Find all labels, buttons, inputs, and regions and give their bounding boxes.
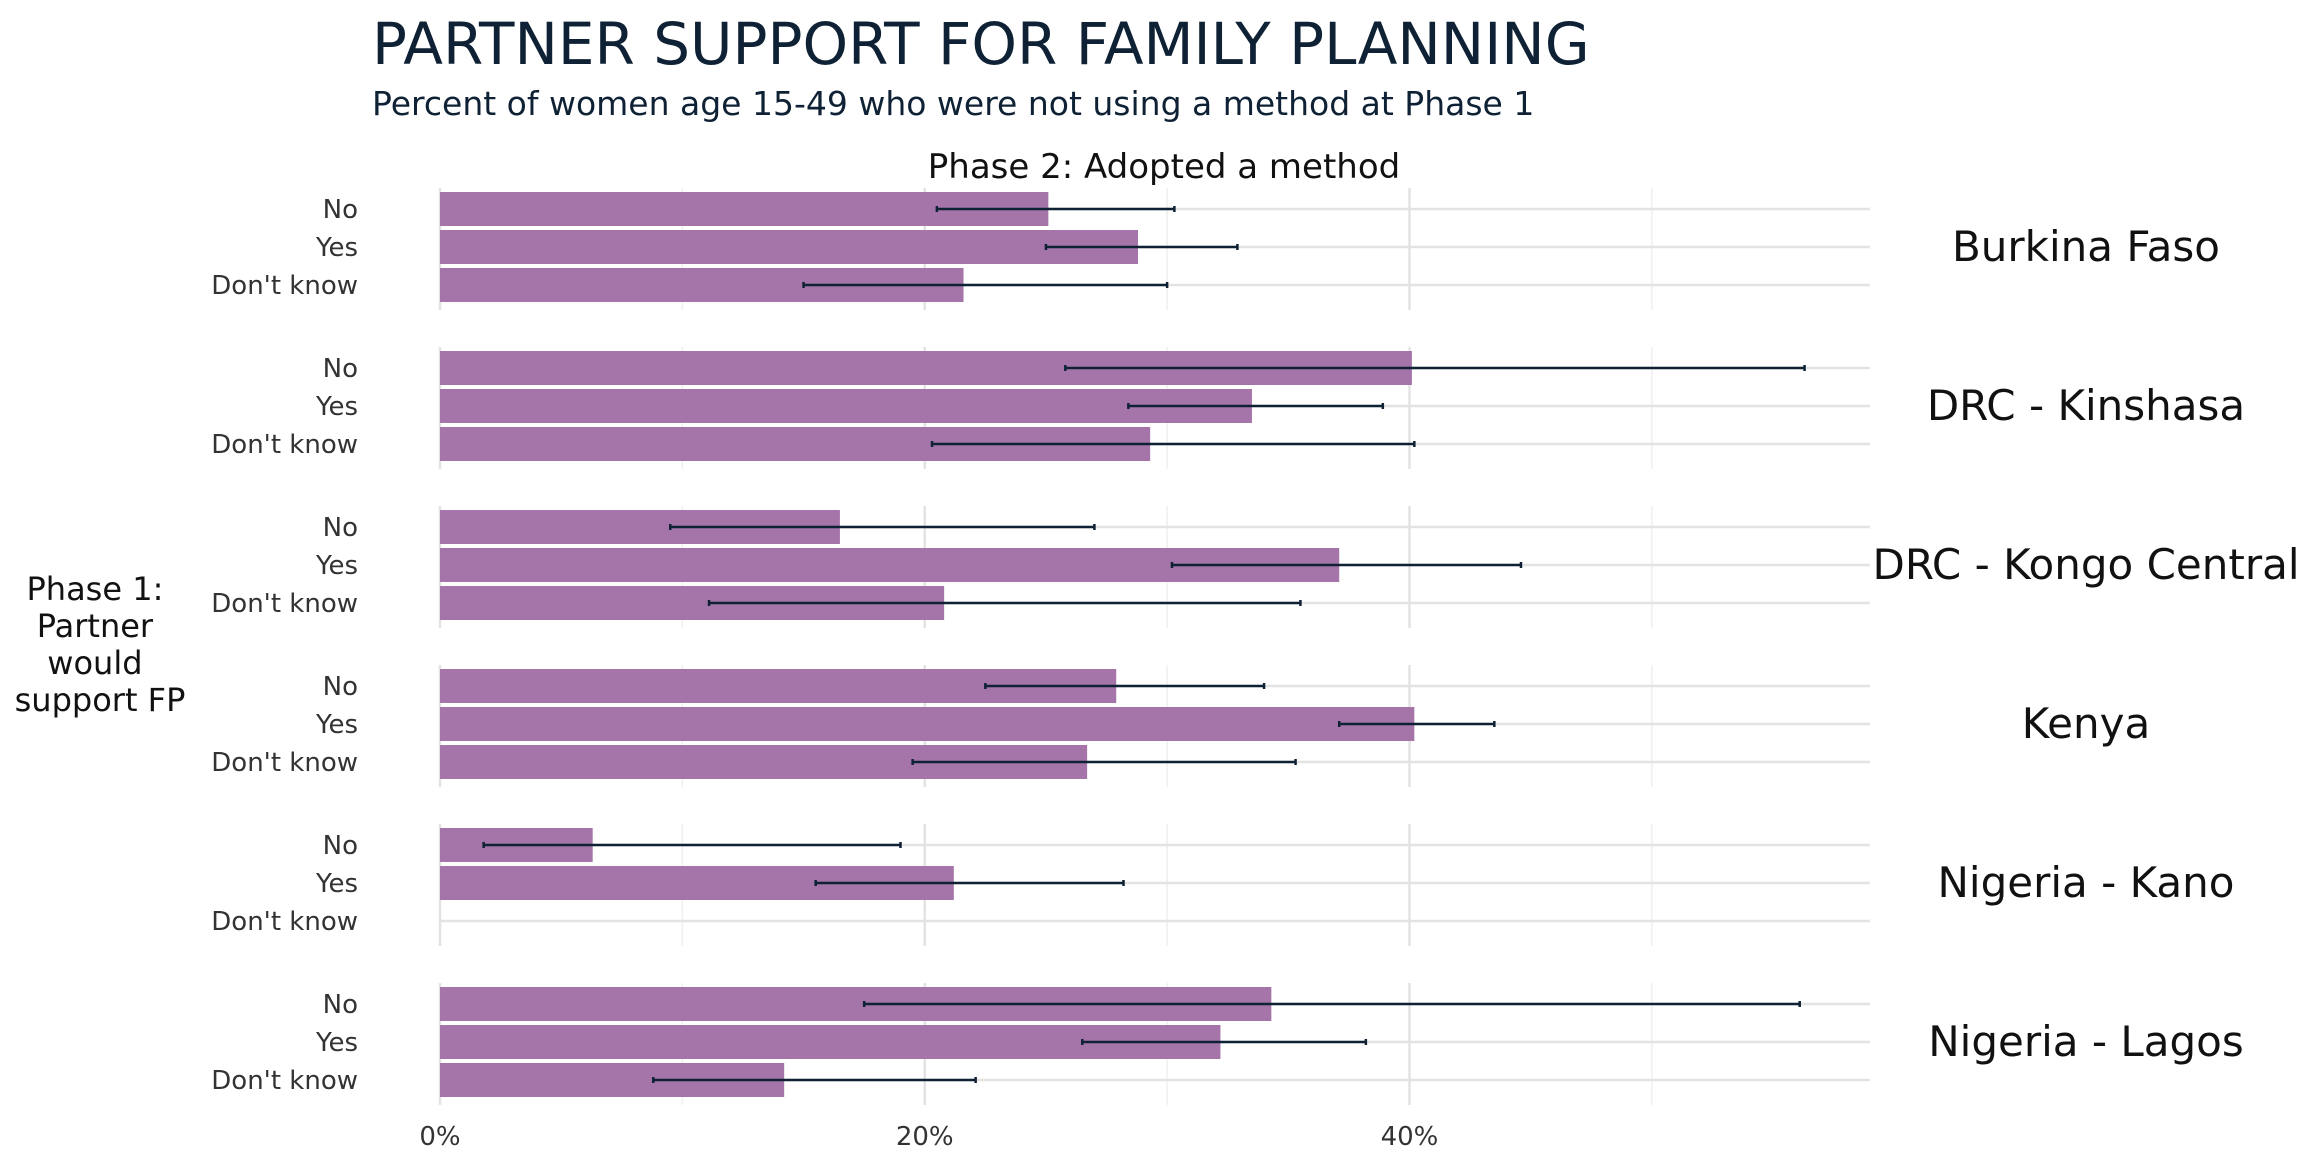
facet-panel: No Yes Don't know Kenya bbox=[211, 665, 2150, 787]
error-bar bbox=[482, 842, 902, 848]
facet-strip-label: DRC - Kinshasa bbox=[1927, 381, 2245, 430]
error-bar bbox=[930, 441, 1416, 447]
chart-subtitle: Percent of women age 15-49 who were not … bbox=[372, 84, 1534, 123]
error-bar bbox=[802, 282, 1169, 288]
facet-strip-label: DRC - Kongo Central bbox=[1872, 540, 2299, 589]
category-label: Yes bbox=[315, 710, 358, 740]
category-label: Don't know bbox=[211, 907, 358, 937]
error-bar bbox=[1170, 562, 1523, 568]
category-label: No bbox=[323, 672, 358, 702]
facet-strip-label: Burkina Faso bbox=[1952, 222, 2220, 271]
y-axis-label-line: Phase 1: bbox=[26, 570, 163, 608]
error-bar bbox=[1127, 403, 1385, 409]
category-label: Yes bbox=[315, 233, 358, 263]
category-label: Yes bbox=[315, 1028, 358, 1058]
error-bar bbox=[814, 880, 1125, 886]
error-bar bbox=[669, 524, 1096, 530]
facet-panel: No Yes Don't know DRC - Kongo Central bbox=[211, 506, 2300, 628]
facet-strip-label: Kenya bbox=[2022, 699, 2151, 748]
error-bar bbox=[911, 759, 1297, 765]
error-bar bbox=[707, 600, 1302, 606]
facet-strip-label: Nigeria - Lagos bbox=[1928, 1017, 2244, 1066]
category-label: No bbox=[323, 354, 358, 384]
facet-panel: No Yes Don't know Burkina Faso bbox=[211, 188, 2220, 310]
error-bar bbox=[1337, 721, 1496, 727]
bar bbox=[440, 707, 1415, 741]
facet-panels: No Yes Don't know Burkina Faso No Yes Don't kn… bbox=[211, 188, 2300, 1105]
category-label: Yes bbox=[315, 551, 358, 581]
y-axis-label-line: Partner bbox=[37, 607, 154, 645]
x-tick-label: 0% bbox=[419, 1122, 460, 1152]
x-axis: 0% 20% 40% bbox=[419, 1122, 1438, 1152]
error-bar bbox=[984, 683, 1266, 689]
error-bar bbox=[862, 1001, 1801, 1007]
category-label: No bbox=[323, 990, 358, 1020]
category-label: Don't know bbox=[211, 748, 358, 778]
error-bar bbox=[1064, 365, 1806, 371]
y-axis-label-line: would bbox=[47, 644, 142, 682]
error-bar bbox=[935, 206, 1176, 212]
facet-strip-label: Nigeria - Kano bbox=[1938, 858, 2235, 907]
category-label: No bbox=[323, 195, 358, 225]
error-bar bbox=[1044, 244, 1239, 250]
category-label: No bbox=[323, 831, 358, 861]
category-label: Yes bbox=[315, 869, 358, 899]
category-label: Yes bbox=[315, 392, 358, 422]
category-label: Don't know bbox=[211, 271, 358, 301]
category-label: No bbox=[323, 513, 358, 543]
error-bar bbox=[652, 1077, 977, 1083]
category-label: Don't know bbox=[211, 430, 358, 460]
category-label: Don't know bbox=[211, 1066, 358, 1096]
bar bbox=[440, 230, 1139, 264]
facet-panel: No Yes Don't know Nigeria - Lagos bbox=[211, 983, 2244, 1105]
facet-top-label: Phase 2: Adopted a method bbox=[928, 147, 1400, 187]
facet-panel: No Yes Don't know Nigeria - Kano bbox=[211, 824, 2234, 946]
facet-panel: No Yes Don't know DRC - Kinshasa bbox=[211, 347, 2245, 469]
error-bar bbox=[1081, 1039, 1368, 1045]
x-tick-label: 20% bbox=[896, 1122, 954, 1152]
x-tick-label: 40% bbox=[1381, 1122, 1439, 1152]
bar bbox=[440, 389, 1252, 423]
y-axis-label-line: support FP bbox=[15, 681, 186, 719]
chart-title: PARTNER SUPPORT FOR FAMILY PLANNING bbox=[372, 10, 1590, 78]
category-label: Don't know bbox=[211, 589, 358, 619]
y-axis-label: Phase 1: Partner would support FP bbox=[15, 570, 186, 719]
